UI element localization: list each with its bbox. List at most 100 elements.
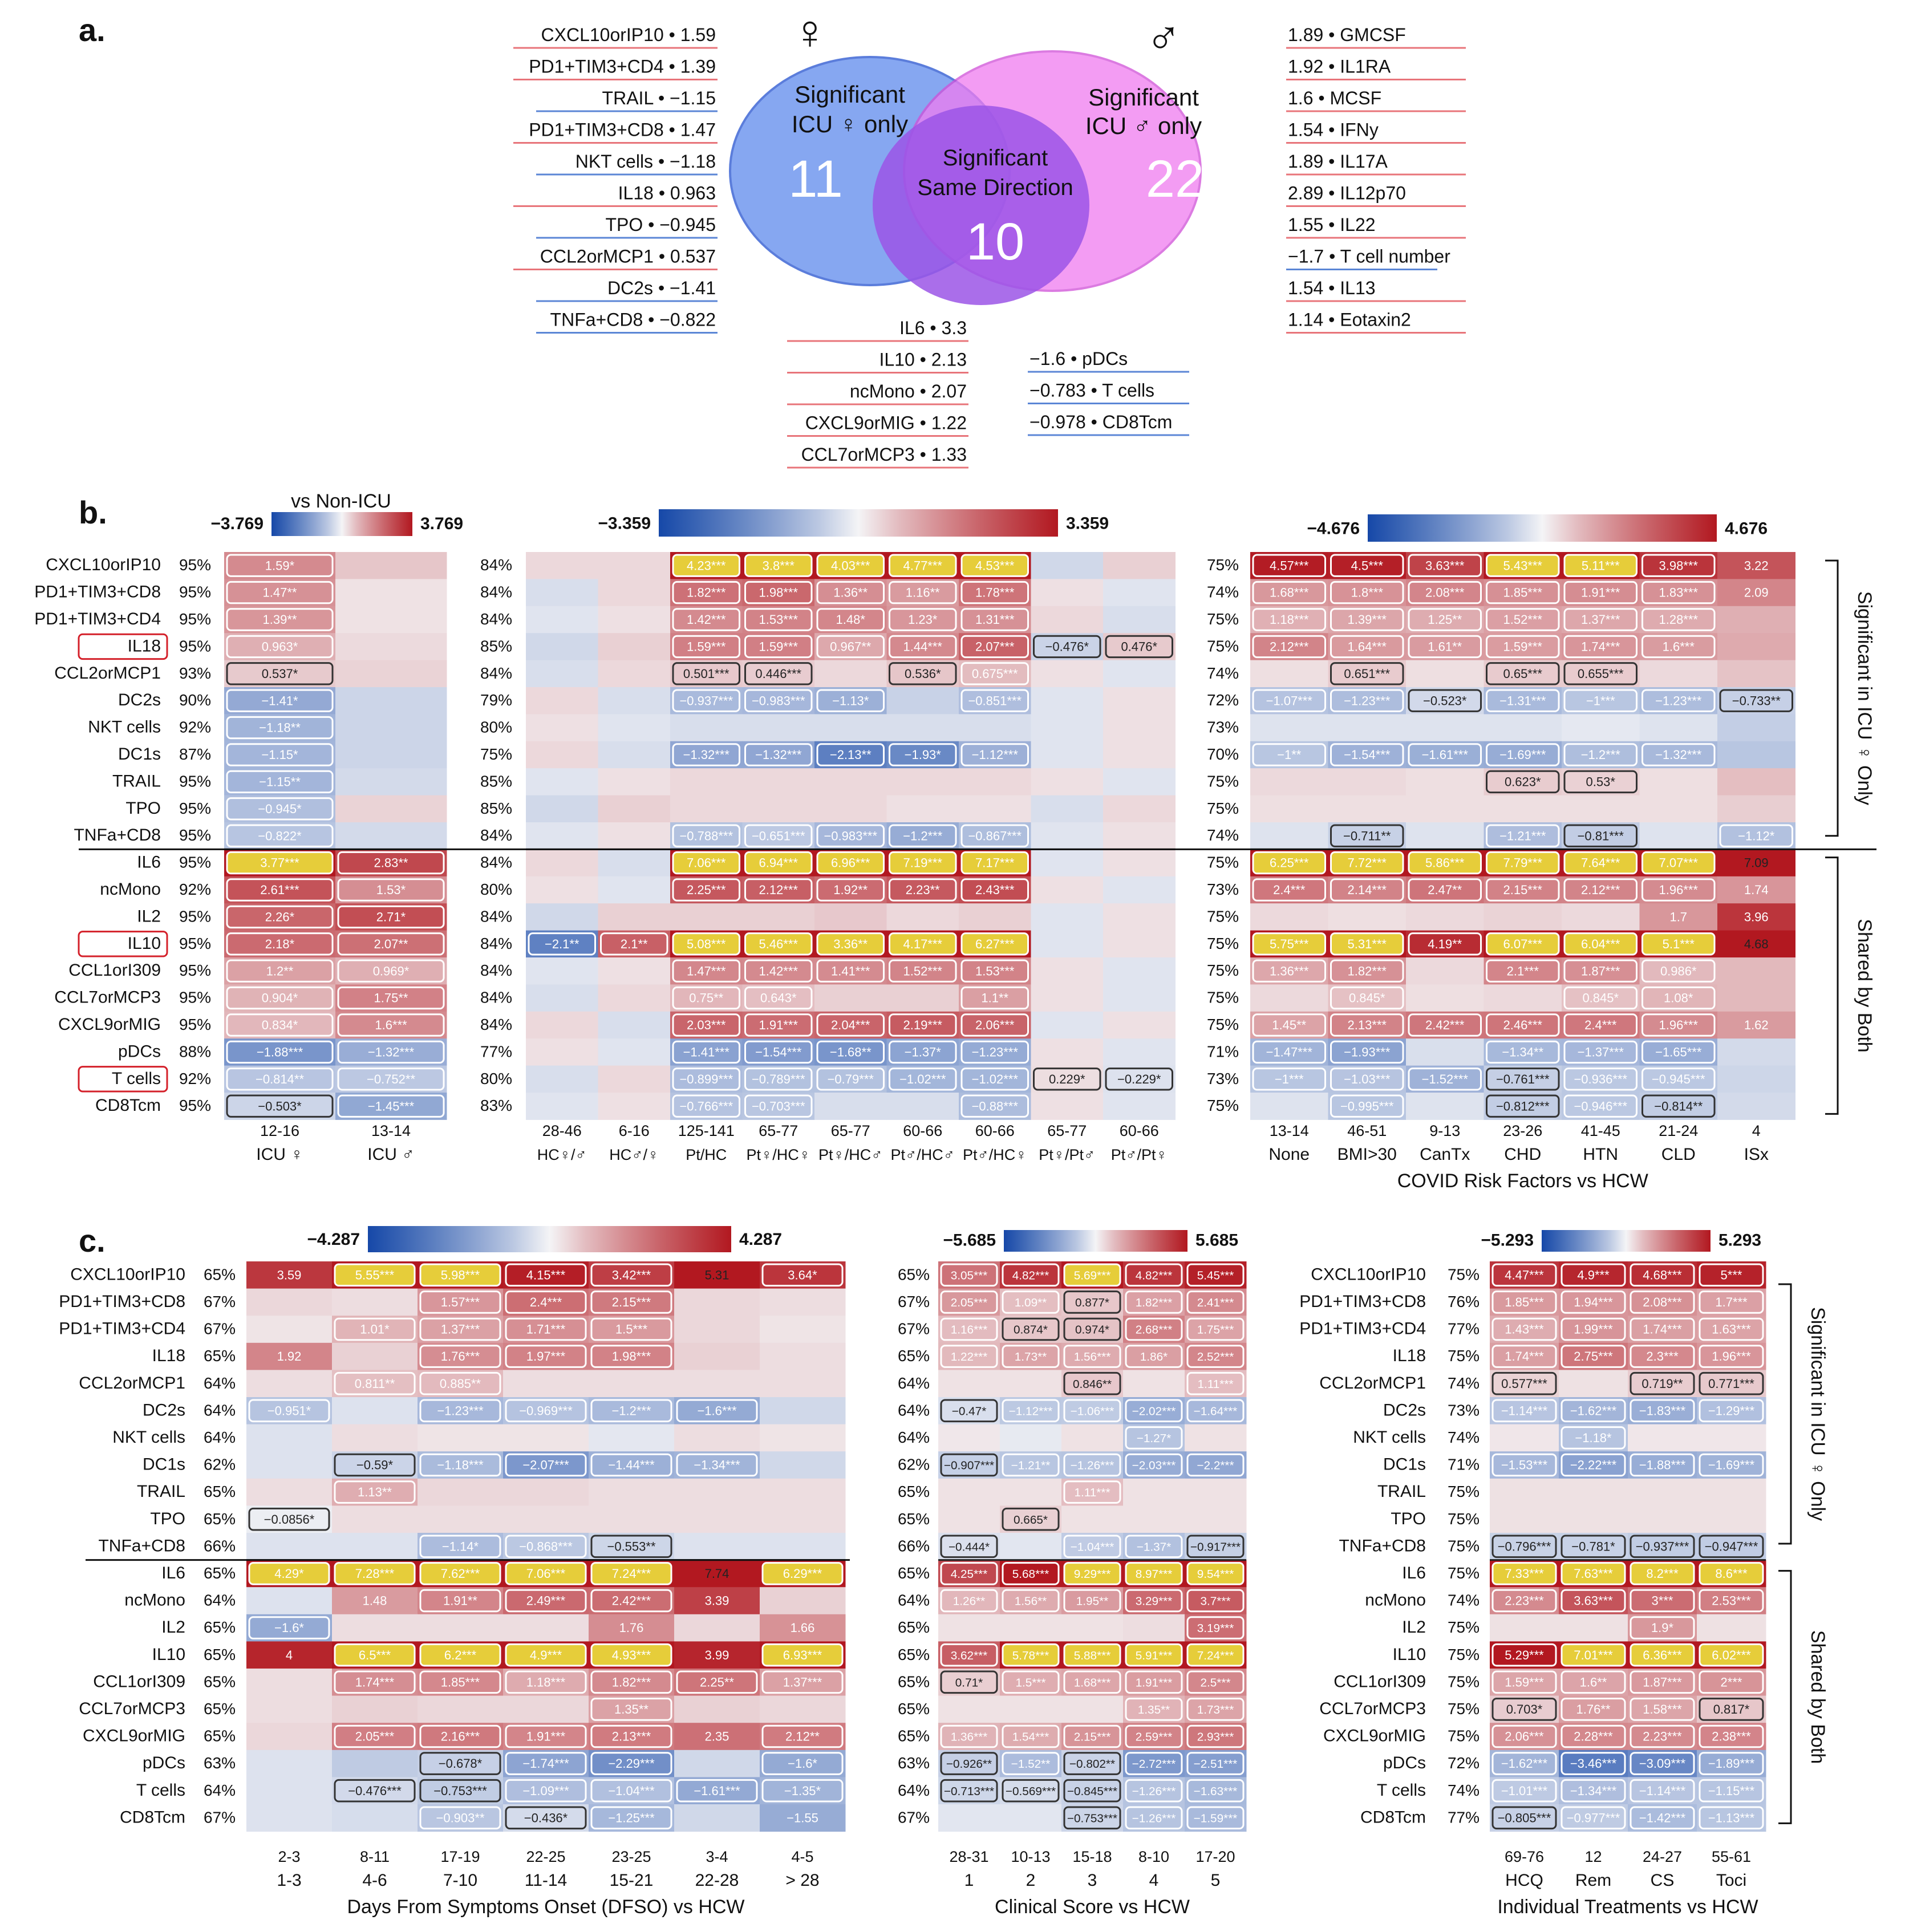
cell-label: −0.946***: [1574, 1099, 1627, 1113]
cell-label: 1.87***: [1581, 964, 1620, 978]
row-percent: 67%: [898, 1808, 930, 1826]
cell-label: 1.76***: [441, 1349, 480, 1363]
row-percent: 75%: [1207, 556, 1239, 574]
significance-box: [1630, 1317, 1695, 1341]
row-percent: 75%: [1448, 1510, 1480, 1528]
cell-label: 1.61**: [1428, 639, 1462, 654]
significance-box: [1002, 1290, 1060, 1314]
heatmap-cell: [1406, 552, 1484, 579]
row-percent: 95%: [179, 583, 211, 601]
significance-box: [1063, 1806, 1121, 1830]
significance-box: [1105, 635, 1173, 659]
significance-box: [672, 824, 740, 847]
heatmap-cell: [1328, 552, 1407, 579]
heatmap-cell: [1185, 1342, 1247, 1370]
significance-box: [1125, 1399, 1183, 1423]
cell-label: 4.25***: [951, 1568, 988, 1581]
significance-box: [1186, 1317, 1245, 1341]
heatmap-cell: [1328, 984, 1407, 1012]
significance-box: [1063, 1724, 1121, 1748]
heatmap-cell: [526, 1038, 598, 1066]
heatmap-cell: [589, 1614, 675, 1642]
cell-label: −1.26***: [1071, 1459, 1114, 1472]
cell-label: 0.845*: [1349, 991, 1385, 1005]
heatmap-cell: [1406, 768, 1484, 796]
significance-box: [1063, 1670, 1121, 1694]
heatmap-cell: [1031, 957, 1104, 985]
heatmap-cell: [1717, 957, 1795, 985]
row-label: TPO: [1391, 1509, 1426, 1528]
heatmap-cell: [1559, 1777, 1628, 1805]
column-label: 1-3: [277, 1871, 301, 1890]
significance-box: [1330, 878, 1404, 902]
heatmap-cell: [1559, 1370, 1628, 1398]
column-n-label: 4-5: [791, 1848, 813, 1865]
row-label: IL6: [137, 853, 161, 872]
heatmap-cell: [1103, 984, 1176, 1012]
cell-label: 3.98***: [1659, 558, 1698, 573]
heatmap-cell: [1559, 1451, 1628, 1479]
cell-label: 3.29***: [1136, 1595, 1173, 1608]
cell-label: 1.95**: [1076, 1595, 1109, 1608]
row-label: CXCL10orIP10: [46, 555, 161, 574]
heatmap-cell: [1061, 1533, 1124, 1561]
significance-box: [744, 1040, 813, 1064]
significance-box: [334, 1724, 416, 1748]
cell-label: −1.03***: [1344, 1072, 1391, 1086]
significance-box: [744, 662, 813, 685]
significance-box: [1063, 1371, 1121, 1395]
heatmap-cell: [1406, 822, 1484, 850]
row-percent: 95%: [179, 907, 211, 925]
cell-label: −1.68**: [830, 1045, 872, 1059]
cell-label: −1.6*: [788, 1756, 817, 1771]
cell-label: 1.43***: [1505, 1322, 1544, 1337]
cell-label: 1.48: [363, 1594, 387, 1608]
significance-box: [226, 824, 334, 847]
row-percent: 70%: [1207, 745, 1239, 763]
heatmap-c1: 3.59 5.55*** 5.98*** 4.15*** 3.42*** 5.31 3.64…: [59, 1261, 846, 1890]
row-label: PD1+TIM3+CD8: [34, 583, 161, 602]
cell-label: 2.1**: [621, 937, 648, 951]
section-label: Significant in ICU ♀ Only: [1854, 591, 1875, 805]
row-label: T cells: [1377, 1781, 1426, 1800]
row-percent: 65%: [898, 1646, 930, 1663]
heatmap-cell: [224, 579, 336, 607]
column-label: HTN: [1583, 1145, 1618, 1164]
significance-box: [1063, 1317, 1121, 1341]
column-n-label: 41-45: [1581, 1122, 1620, 1139]
heatmap-cell: [418, 1669, 504, 1696]
cell-label: −0.937***: [1636, 1539, 1689, 1553]
cell-label: −0.951*: [267, 1403, 311, 1418]
row-label: TNFa+CD8: [74, 826, 161, 845]
cell-label: 1.39***: [1347, 612, 1387, 627]
heatmap-cell: [742, 633, 815, 661]
heatmap-cell: [1717, 714, 1795, 742]
cell-label: −2.22***: [1570, 1458, 1617, 1472]
significance-box: [1330, 1068, 1404, 1091]
cell-label: 2.93***: [1197, 1731, 1234, 1744]
heatmap-cell: [526, 1011, 598, 1039]
heatmap-cell: [224, 903, 336, 931]
cell-label: 5.75***: [1270, 937, 1309, 951]
significance-box: [1002, 1752, 1060, 1775]
row-percent: 75%: [1207, 1097, 1239, 1114]
row-percent: 65%: [204, 1483, 236, 1500]
heatmap-cell: [332, 1669, 418, 1696]
female-feature-item: CCL2orMCP1 • 0.537: [540, 246, 716, 267]
significance-box: [744, 554, 813, 577]
heatmap-cell: [1559, 1397, 1628, 1425]
significance-box: [816, 824, 885, 847]
cell-label: −0.947***: [1705, 1539, 1758, 1553]
significance-box: [676, 1453, 758, 1477]
significance-box: [889, 635, 957, 659]
heatmap-cell: [814, 579, 887, 607]
heatmap-cell: [1697, 1288, 1766, 1316]
cell-label: 2.12***: [1581, 883, 1620, 897]
significance-box: [1408, 851, 1482, 875]
significance-box: [1491, 1317, 1557, 1341]
cell-label: 5.78***: [1012, 1649, 1049, 1662]
heatmap-cell: [1484, 795, 1562, 823]
significance-box: [960, 1013, 1029, 1037]
row-label: IL6: [161, 1564, 185, 1582]
heatmap-cell: [246, 1370, 333, 1398]
